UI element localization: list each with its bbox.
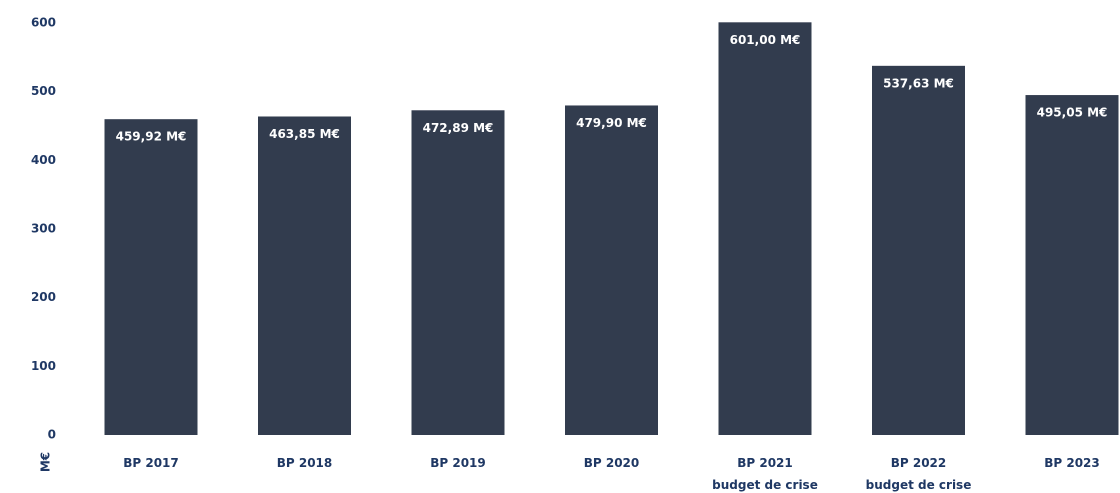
y-tick-label: 200 [31, 290, 56, 304]
bar [104, 119, 198, 435]
value-label: 463,85 M€ [269, 127, 340, 141]
value-label: 495,05 M€ [1037, 106, 1108, 120]
y-tick-label: 300 [31, 222, 56, 236]
bar [258, 116, 351, 435]
bar [718, 22, 812, 436]
x-tick-label: BP 2023 [1044, 456, 1100, 470]
x-tick-label: BP 2018 [276, 456, 333, 470]
bar [1025, 95, 1119, 435]
y-tick-label: 600 [31, 16, 56, 30]
value-label: 537,63 M€ [883, 76, 954, 90]
x-tick-label: BP 2021 budget de crise [712, 456, 818, 492]
x-tick-label: BP 2020 [583, 456, 640, 470]
value-label: 601,00 M€ [730, 33, 801, 47]
bar [565, 105, 658, 436]
y-tick-label: 400 [31, 153, 56, 167]
value-label: 479,90 M€ [576, 116, 647, 130]
x-tick-label: BP 2022 budget de crise [865, 456, 972, 492]
value-label: 472,89 M€ [423, 121, 494, 135]
y-tick-label: 500 [31, 84, 56, 98]
y-tick-label: 100 [31, 359, 56, 373]
bar [872, 65, 965, 436]
y-axis-label: M€ [39, 452, 53, 472]
bar [411, 110, 505, 436]
x-tick-label: BP 2017 [123, 456, 179, 470]
y-tick-label: 0 [48, 428, 56, 442]
x-tick-label: BP 2019 [430, 456, 486, 470]
value-label: 459,92 M€ [116, 130, 187, 144]
